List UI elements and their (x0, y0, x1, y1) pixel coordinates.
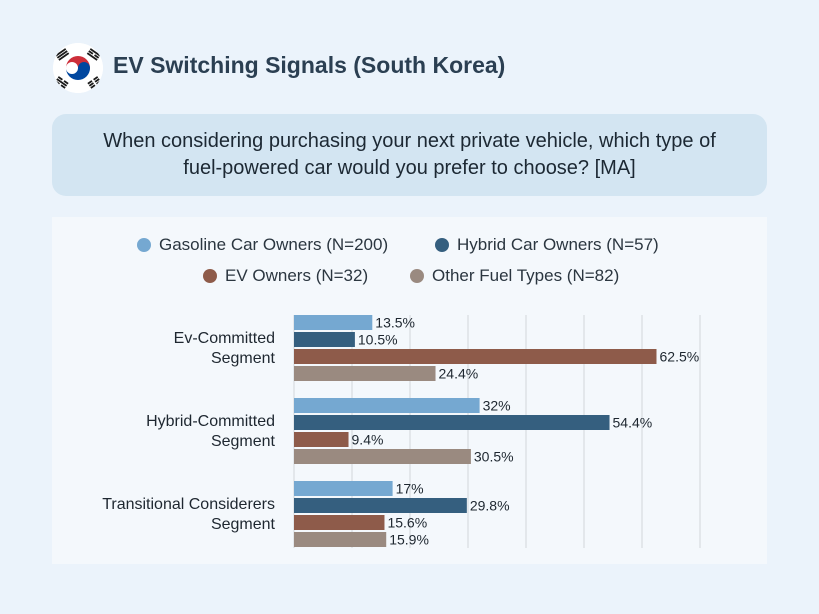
legend-item: Other Fuel Types (N=82) (410, 266, 619, 286)
category-label: Transitional Considerers Segment (102, 496, 275, 533)
data-label: 32% (483, 398, 511, 414)
legend-label: Gasoline Car Owners (N=200) (159, 235, 389, 254)
bar (294, 315, 373, 330)
bar (294, 332, 355, 347)
legend-label: Hybrid Car Owners (N=57) (457, 235, 659, 254)
bar (294, 432, 349, 447)
survey-question-text: When considering purchasing your next pr… (103, 130, 716, 179)
legend-swatch (137, 238, 151, 252)
data-label: 10.5% (358, 332, 398, 348)
survey-question: When considering purchasing your next pr… (52, 114, 767, 196)
category-label: Ev-Committed Segment (173, 330, 275, 367)
bar (294, 515, 385, 530)
bar (294, 498, 467, 513)
data-label: 15.6% (387, 515, 427, 531)
data-label: 24.4% (439, 366, 479, 382)
category-label: Hybrid-Committed Segment (146, 413, 275, 450)
legend-label: Other Fuel Types (N=82) (432, 266, 620, 285)
data-label: 15.9% (389, 532, 429, 548)
data-label: 9.4% (352, 432, 384, 448)
data-label: 29.8% (470, 498, 510, 514)
bar (294, 449, 471, 464)
legend-item: EV Owners (N=32) (203, 266, 368, 286)
bar (294, 398, 480, 413)
data-label: 30.5% (474, 449, 514, 465)
legend-item: Hybrid Car Owners (N=57) (435, 235, 659, 255)
legend-swatch (435, 238, 449, 252)
legend-label: EV Owners (N=32) (225, 266, 369, 285)
bar (294, 349, 657, 364)
south-korea-flag-icon (53, 43, 103, 93)
legend-swatch (203, 269, 217, 283)
bar (294, 532, 387, 547)
legend-item: Gasoline Car Owners (N=200) (137, 235, 388, 255)
page-title: EV Switching Signals (South Korea) (113, 52, 506, 78)
bar (294, 366, 436, 381)
bar (294, 481, 393, 496)
bar (294, 415, 610, 430)
data-label: 17% (396, 481, 424, 497)
legend-swatch (410, 269, 424, 283)
data-label: 54.4% (613, 415, 653, 431)
data-label: 62.5% (660, 349, 700, 365)
data-label: 13.5% (375, 315, 415, 331)
